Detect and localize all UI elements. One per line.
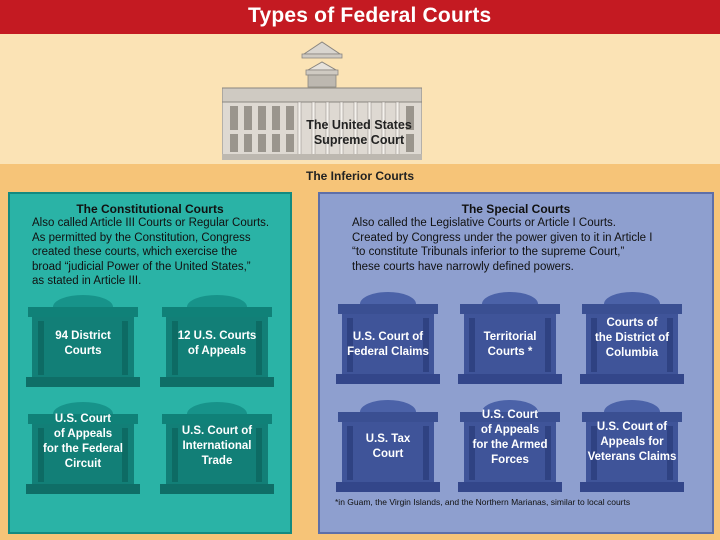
court-appeals-veterans-claims: U.S. Court of Appeals for Veterans Claim…: [580, 398, 684, 492]
court-label: U.S. Court of Federal Claims: [342, 330, 434, 360]
court-territorial: Territorial Courts *: [458, 290, 562, 384]
court-label-line: U.S. Court: [54, 413, 112, 425]
court-appeals-armed-forces: U.S. Court of Appeals for the Armed Forc…: [458, 398, 562, 492]
court-label-line: U.S. Court of: [352, 331, 424, 343]
court-label-line: Appeals for: [600, 436, 664, 448]
description-line: As permitted by the Constitution, Congre…: [32, 231, 251, 244]
description-line: as stated in Article III.: [32, 275, 142, 288]
court-label-line: Forces: [491, 454, 529, 466]
court-label-line: for the Federal: [43, 443, 123, 455]
description-line: Also called the Legislative Courts or Ar…: [352, 217, 616, 229]
court-label-line: Circuit: [64, 458, 102, 470]
courthouse-icon: [26, 402, 140, 494]
court-federal-claims: U.S. Court of Federal Claims: [336, 290, 440, 384]
court-label-line: Courts of: [606, 317, 658, 329]
court-label-line: U.S. Court: [481, 409, 539, 421]
court-label: U.S. Tax Court: [342, 432, 434, 462]
court-label-line: Courts: [64, 345, 102, 357]
description-line: these courts have narrowly defined power…: [352, 260, 574, 273]
constitutional-courts-title: The Constitutional Courts: [76, 202, 224, 216]
courthouse-icon: [458, 400, 562, 492]
description-line: Created by Congress under the power give…: [352, 231, 653, 244]
court-label-line: the District of: [594, 332, 670, 344]
court-label: 12 U.S. Courts of Appeals: [166, 329, 268, 359]
constitutional-courts-description: Also called Article III Courts or Regula…: [32, 216, 269, 289]
court-district-of-columbia: Courts of the District of Columbia: [580, 290, 684, 384]
court-label: U.S. Court of Appeals for the Armed Forc…: [464, 408, 556, 468]
court-label: Courts of the District of Columbia: [586, 316, 678, 361]
courthouse-icon: [336, 400, 440, 492]
courthouse-icon: [458, 292, 562, 384]
supreme-court-label: The United States Supreme Court: [300, 118, 418, 148]
courthouse-icon: [26, 295, 140, 387]
description-line: Also called Article III Courts or Regula…: [32, 217, 270, 229]
court-label-line: Federal Claims: [347, 346, 429, 358]
court-courts-of-appeals: 12 U.S. Courts of Appeals: [160, 293, 274, 387]
supreme-court-building-icon: [222, 41, 422, 160]
courthouse-icon: [580, 292, 684, 384]
court-label-line: Territorial: [483, 331, 537, 343]
special-courts-description: Also called the Legislative Courts or Ar…: [352, 216, 652, 274]
court-label-line: for the Armed: [472, 439, 548, 451]
supreme-court-label-line1: The United States: [306, 118, 412, 132]
court-tax: U.S. Tax Court: [336, 398, 440, 492]
page-title: Types of Federal Courts: [248, 4, 492, 27]
court-international-trade: U.S. Court of International Trade: [160, 400, 274, 494]
courthouse-icon: [160, 402, 274, 494]
court-label: U.S. Court of Appeals for Veterans Claim…: [582, 420, 682, 465]
court-label-line: 12 U.S. Courts: [177, 330, 257, 342]
court-label-line: 94 District: [55, 330, 111, 342]
court-appeals-federal-circuit: U.S. Court of Appeals for the Federal Ci…: [26, 400, 140, 494]
courthouse-icon: [160, 295, 274, 387]
courthouse-icon: [336, 292, 440, 384]
special-courts-title: The Special Courts: [461, 202, 571, 216]
court-label-line: U.S. Court of: [596, 421, 668, 433]
court-label-line: Columbia: [605, 347, 659, 359]
court-label: Territorial Courts *: [464, 330, 556, 360]
court-label-line: U.S. Court of: [181, 425, 253, 437]
court-label-line: Veterans Claims: [587, 451, 677, 463]
description-line: broad “judicial Power of the United Stat…: [32, 260, 251, 273]
description-line: “to constitute Tribunals inferior to the…: [352, 246, 625, 259]
court-label-line: of Appeals: [480, 424, 540, 436]
court-district-courts: 94 District Courts: [26, 293, 140, 387]
court-label-line: of Appeals: [53, 428, 113, 440]
court-label-line: U.S. Tax: [365, 433, 411, 445]
court-label-line: Court: [372, 448, 404, 460]
inferior-courts-title: The Inferior Courts: [305, 169, 414, 183]
court-label: U.S. Court of International Trade: [166, 424, 268, 469]
territorial-footnote: *in Guam, the Virgin Islands, and the No…: [335, 497, 631, 507]
courthouse-icon: [580, 400, 684, 492]
court-label-line: of Appeals: [187, 345, 247, 357]
description-line: created these courts, which exercise the: [32, 246, 238, 259]
court-label-line: Trade: [201, 455, 233, 467]
court-label: U.S. Court of Appeals for the Federal Ci…: [32, 412, 134, 472]
court-label: 94 District Courts: [32, 329, 134, 359]
court-label-line: International: [182, 440, 252, 452]
header-bar: Types of Federal Courts: [0, 0, 720, 34]
court-label-line: Courts *: [487, 346, 533, 358]
supreme-court-label-line2: Supreme Court: [313, 133, 405, 147]
